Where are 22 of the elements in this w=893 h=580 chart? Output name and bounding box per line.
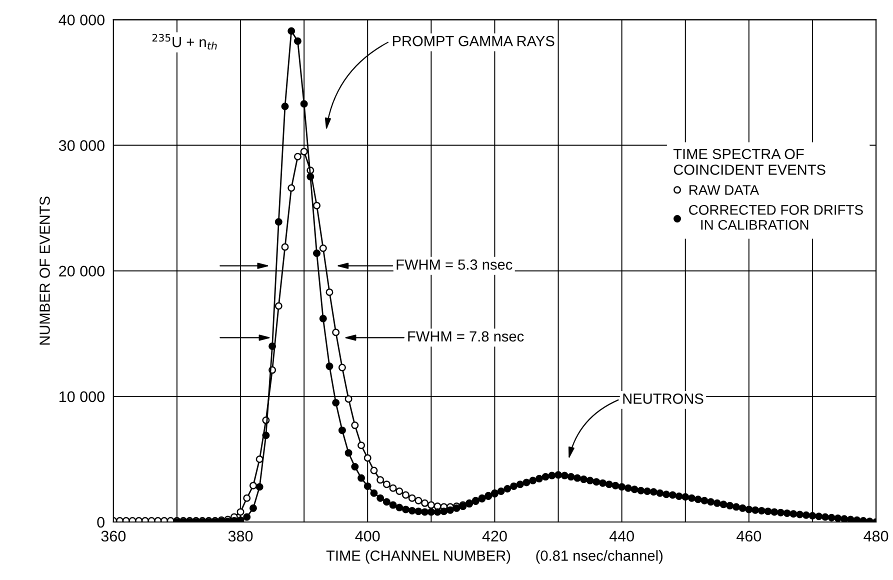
- y-tick-label: 20 000: [59, 266, 104, 277]
- x-tick-label: 360: [101, 530, 126, 542]
- annotation: $^{235}$U + n$_{th}$: [152, 34, 217, 50]
- annotation: FWHM = 7.8 nsec: [408, 331, 524, 342]
- y-tick-label: 0: [97, 516, 104, 528]
- y-tick-label: 30 000: [58, 140, 104, 151]
- annotation: PROMPT GAMMA RAYS: [392, 36, 554, 46]
- x-tick-label: 400: [355, 530, 380, 542]
- x-tick-label: 380: [228, 530, 253, 542]
- x-tick-label: 460: [736, 530, 762, 542]
- x-tick-label: 440: [609, 530, 634, 542]
- y-tick-label: 40 000: [58, 14, 104, 26]
- annotation: FWHM = 5.3 nsec: [396, 259, 512, 270]
- x-axis-title: TIME (CHANNEL NUMBER) (0.81 nsec/channel): [326, 550, 663, 564]
- y-tick-label: 10 000: [60, 391, 104, 402]
- legend-label: RAW DATA: [690, 185, 760, 195]
- x-tick-label: 420: [482, 530, 507, 542]
- legend-title: TIME SPECTRA OF COINCIDENT EVENTS: [673, 148, 826, 175]
- legend-label: CORRECTED FOR DRIFTS IN CALIBRATION: [689, 204, 863, 230]
- x-tick-label: 480: [864, 530, 888, 542]
- y-axis-title: NUMBER OF EVENTS: [40, 196, 50, 345]
- annotation: NEUTRONS: [623, 394, 704, 404]
